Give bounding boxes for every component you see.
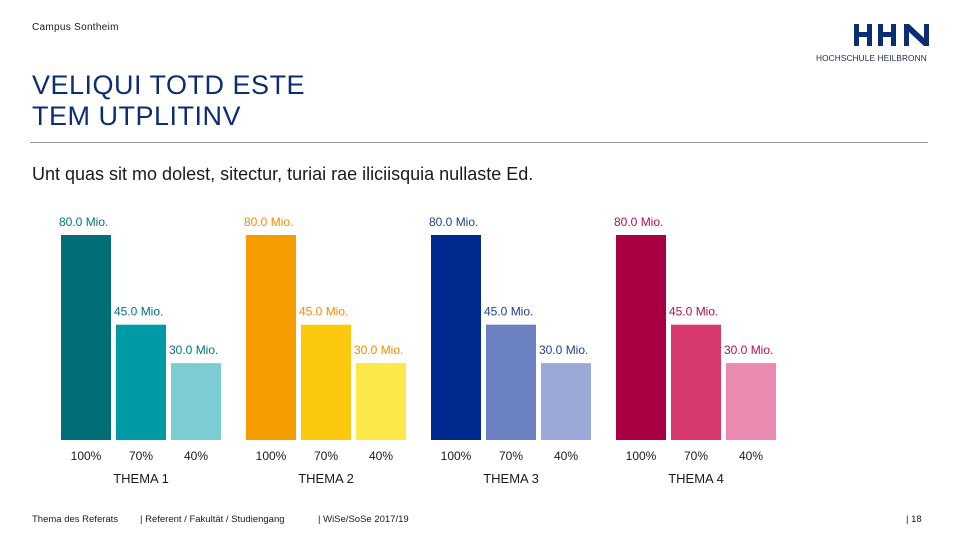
tick-label-2-3: 40%: [369, 449, 393, 463]
tick-label-4-2: 70%: [684, 449, 708, 463]
data-label-2-3: 30.0 Mio.: [354, 343, 403, 357]
data-label-1-1: 80.0 Mio.: [59, 215, 108, 229]
tick-label-4-3: 40%: [739, 449, 763, 463]
tick-label-4-1: 100%: [626, 449, 657, 463]
bar-4-1: [616, 235, 666, 440]
group-label-3: THEMA 3: [483, 471, 539, 486]
tick-label-2-1: 100%: [256, 449, 287, 463]
data-label-3-2: 45.0 Mio.: [484, 305, 533, 319]
title-line-2: TEM UTPLITINV: [32, 101, 242, 131]
subtitle: Unt quas sit mo dolest, sitectur, turiai…: [32, 164, 534, 184]
bar-1-2: [116, 324, 166, 440]
tick-label-3-1: 100%: [441, 449, 472, 463]
bar-2-1: [246, 235, 296, 440]
group-label-2: THEMA 2: [298, 471, 354, 486]
bar-1-3: [171, 363, 221, 440]
footer-referent: | Referent / Fakultät / Studiengang: [140, 514, 285, 525]
bar-3-2: [486, 324, 536, 440]
data-label-1-2: 45.0 Mio.: [114, 305, 163, 319]
tick-label-1-3: 40%: [184, 449, 208, 463]
bar-chart: 80.0 Mio. 100% 45.0 Mio. 70% 30.0 Mio. 40% THE…: [59, 215, 776, 486]
title-line-1: VELIQUI TOTD ESTE: [32, 70, 306, 100]
data-label-4-1: 80.0 Mio.: [614, 215, 663, 229]
logo-subtitle: HOCHSCHULE HEILBRONN: [816, 53, 927, 63]
tick-label-3-3: 40%: [554, 449, 578, 463]
data-label-2-2: 45.0 Mio.: [299, 305, 348, 319]
tick-label-2-2: 70%: [314, 449, 338, 463]
data-label-4-2: 45.0 Mio.: [669, 305, 718, 319]
data-label-3-3: 30.0 Mio.: [539, 343, 588, 357]
page-title: VELIQUI TOTD ESTE TEM UTPLITINV: [32, 70, 305, 132]
page-number: | 18: [906, 514, 922, 525]
tick-label-1-1: 100%: [71, 449, 102, 463]
bar-3-3: [541, 363, 591, 440]
group-label-1: THEMA 1: [113, 471, 169, 486]
tick-label-1-2: 70%: [129, 449, 153, 463]
bar-3-1: [431, 235, 481, 440]
bar-4-2: [671, 324, 721, 440]
data-label-3-1: 80.0 Mio.: [429, 215, 478, 229]
header-divider: [30, 142, 928, 143]
campus-label: Campus Sontheim: [32, 22, 119, 33]
footer-semester: | WiSe/SoSe 2017/19: [318, 514, 409, 525]
bar-2-2: [301, 324, 351, 440]
tick-label-3-2: 70%: [499, 449, 523, 463]
hhn-logo: HOCHSCHULE HEILBRONN: [816, 24, 930, 64]
hhn-logo-mark: [854, 24, 929, 46]
bar-1-1: [61, 235, 111, 440]
bar-2-3: [356, 363, 406, 440]
group-label-4: THEMA 4: [668, 471, 724, 486]
bar-4-3: [726, 363, 776, 440]
footer-topic: Thema des Referats: [32, 514, 119, 525]
data-label-2-1: 80.0 Mio.: [244, 215, 293, 229]
data-label-1-3: 30.0 Mio.: [169, 343, 218, 357]
data-label-4-3: 30.0 Mio.: [724, 343, 773, 357]
